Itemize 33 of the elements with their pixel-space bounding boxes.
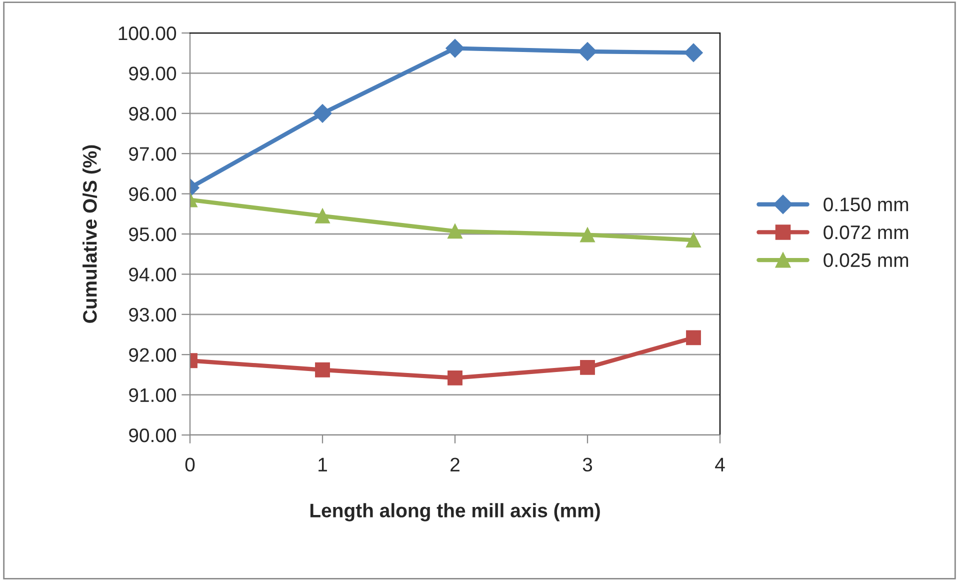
x-tick-label: 0 (185, 458, 195, 472)
point (446, 38, 464, 58)
point (448, 224, 462, 239)
y-tick-label: 93.00 (129, 308, 176, 322)
y-tick-label: 94.00 (129, 268, 176, 282)
legend-label: 0.025 mm (824, 253, 908, 268)
point (578, 42, 597, 61)
point (315, 208, 330, 224)
x-tick-label: 4 (715, 458, 725, 472)
y-tick-label: 100.00 (118, 26, 176, 40)
point (315, 362, 330, 378)
y-tick-label: 99.00 (129, 66, 176, 80)
y-tick-label: 92.00 (129, 348, 176, 362)
point (448, 370, 462, 386)
y-tick-label: 91.00 (129, 388, 176, 402)
x-tick-label: 1 (318, 458, 327, 472)
point (580, 360, 595, 375)
point (686, 330, 701, 346)
y-tick-label: 90.00 (129, 428, 176, 442)
y-tick-label: 96.00 (129, 187, 176, 202)
y-axis-title: Cumulative O/S (%) (82, 145, 101, 323)
point (580, 227, 595, 242)
x-tick-label: 3 (582, 458, 592, 472)
x-axis-title: Length along the mill axis (mm) (310, 503, 600, 522)
point (313, 104, 332, 123)
y-tick-label: 95.00 (129, 227, 176, 242)
y-tick-label: 97.00 (129, 147, 176, 161)
y-tick-label: 98.00 (129, 106, 176, 121)
point (686, 232, 701, 248)
legend-label: 0.072 mm (824, 225, 908, 240)
x-tick-label: 2 (450, 458, 460, 472)
legend-label: 0.150 mm (824, 198, 908, 212)
point (684, 43, 703, 62)
